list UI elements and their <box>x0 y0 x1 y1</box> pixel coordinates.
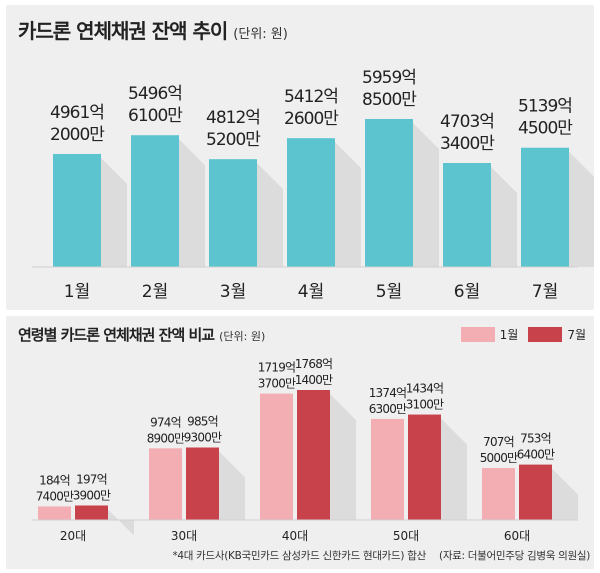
monthly-value-label: 4703억 <box>440 112 494 132</box>
monthly-value-label: 5139억 <box>518 97 572 117</box>
bar-shadow <box>257 163 283 267</box>
monthly-chart-unit: (단위: 원) <box>233 27 288 42</box>
age-bar-jul <box>297 390 330 520</box>
age-value-label: 985억 <box>187 415 218 429</box>
bar-shadow <box>335 142 361 267</box>
source-line: *4대 카드사(KB국민카드 삼성카드 신한카드 현대카드) 합산 (자료: 더… <box>0 548 590 563</box>
monthly-category-label: 1월 <box>64 282 90 302</box>
monthly-value-label: 5959억 <box>362 68 416 88</box>
monthly-bar <box>365 119 413 267</box>
monthly-value-label: 3400만 <box>440 134 495 154</box>
age-value-label: 8900만 <box>147 431 185 445</box>
age-bar-jan <box>260 393 293 520</box>
monthly-bar <box>521 147 569 267</box>
age-value-label: 3100만 <box>406 398 444 412</box>
age-chart-title-text: 연령별 카드론 연체채권 잔액 비교 <box>18 326 215 344</box>
age-value-label: 974억 <box>150 415 181 429</box>
age-chart-title: 연령별 카드론 연체채권 잔액 비교 (단위: 원) <box>18 324 265 345</box>
age-bar-shadow <box>108 509 134 536</box>
age-category-label: 30대 <box>171 529 197 543</box>
age-category-label: 20대 <box>60 529 86 543</box>
monthly-value-label: 4812억 <box>206 108 260 128</box>
age-bar-jan <box>149 448 182 520</box>
age-category-label: 60대 <box>504 529 530 543</box>
legend-swatch-jul <box>528 327 563 342</box>
monthly-value-label: 4961억 <box>50 103 104 123</box>
age-value-label: 6400만 <box>517 448 555 462</box>
age-chart-panel: 연령별 카드론 연체채권 잔액 비교 (단위: 원) 1월 7월 184억 7400… <box>6 316 594 569</box>
monthly-chart-panel: 카드론 연체채권 잔액 추이 (단위: 원) 4961억 2000만 1월 5496억 6… <box>6 5 594 310</box>
monthly-value-label: 2000만 <box>50 125 105 145</box>
monthly-value-label: 4500만 <box>518 119 573 139</box>
age-bar-jul <box>408 414 441 520</box>
legend-label-jan: 1월 <box>499 328 519 342</box>
age-chart-legend: 1월 7월 <box>460 326 586 343</box>
bar-shadow <box>413 123 439 267</box>
monthly-bar <box>131 135 179 267</box>
age-bar-jul <box>75 505 108 520</box>
age-value-label: 9300만 <box>184 431 222 445</box>
age-category-label: 40대 <box>282 529 308 543</box>
monthly-chart-title: 카드론 연체채권 잔액 추이 (단위: 원) <box>18 15 288 44</box>
age-bar-shadow <box>552 468 578 520</box>
age-value-label: 1400만 <box>295 373 333 387</box>
age-bar-jul <box>519 464 552 520</box>
monthly-value-label: 5412억 <box>284 87 338 107</box>
source-text: (자료: 더불어민주당 김병욱 의원실) <box>439 550 590 562</box>
monthly-category-label: 4월 <box>298 282 324 302</box>
bar-shadow <box>491 167 517 267</box>
monthly-value-label: 6100만 <box>128 106 183 126</box>
age-value-label: 1374억 <box>369 386 407 400</box>
age-bar-shadow <box>219 451 245 520</box>
monthly-category-label: 2월 <box>142 282 168 302</box>
age-bar-shadow <box>330 394 356 520</box>
monthly-category-label: 5월 <box>376 282 402 302</box>
age-bar-jan <box>482 467 515 520</box>
age-bar-shadow <box>441 418 467 520</box>
age-chart-unit: (단위: 원) <box>219 330 266 343</box>
monthly-bar <box>287 138 335 267</box>
age-value-label: 6300만 <box>369 402 407 416</box>
age-value-label: 1719억 <box>258 361 296 375</box>
bar-shadow <box>179 139 205 267</box>
monthly-value-label: 5200만 <box>206 130 261 150</box>
monthly-bar <box>53 153 101 267</box>
age-bar-jan <box>371 418 404 520</box>
age-bar-jan <box>38 506 71 520</box>
monthly-category-label: 6월 <box>454 282 480 302</box>
source-text-inner: 자료: 더불어민주당 김병욱 의원실 <box>442 550 587 562</box>
age-value-label: 707억 <box>483 435 514 449</box>
age-value-label: 184억 <box>39 473 70 487</box>
age-value-label: 1434억 <box>406 382 444 396</box>
bar-shadow <box>569 151 594 267</box>
legend-item-jan: 1월 <box>460 326 519 343</box>
monthly-value-label: 8500만 <box>362 90 417 110</box>
bar-shadow <box>101 157 127 267</box>
age-value-label: 3900만 <box>73 488 111 502</box>
monthly-value-label: 5496억 <box>128 84 182 104</box>
monthly-category-label: 3월 <box>220 282 246 302</box>
legend-label-jul: 7월 <box>567 328 586 342</box>
age-value-label: 5000만 <box>480 451 518 465</box>
age-bar-jul <box>186 447 219 520</box>
age-value-label: 197억 <box>76 472 107 486</box>
age-category-label: 50대 <box>393 529 419 543</box>
age-value-label: 753억 <box>520 432 551 446</box>
monthly-bar <box>443 163 491 267</box>
legend-item-jul: 7월 <box>528 326 586 343</box>
legend-swatch-jan <box>460 327 495 342</box>
age-value-label: 3700만 <box>258 377 296 391</box>
footnote-text: *4대 카드사(KB국민카드 삼성카드 신한카드 현대카드) 합산 <box>172 550 426 562</box>
monthly-chart-title-text: 카드론 연체채권 잔액 추이 <box>18 19 228 43</box>
monthly-bar <box>209 159 257 267</box>
age-value-label: 1768억 <box>295 357 333 371</box>
age-value-label: 7400만 <box>36 489 74 503</box>
monthly-value-label: 2600만 <box>284 109 339 129</box>
monthly-category-label: 7월 <box>532 282 558 302</box>
